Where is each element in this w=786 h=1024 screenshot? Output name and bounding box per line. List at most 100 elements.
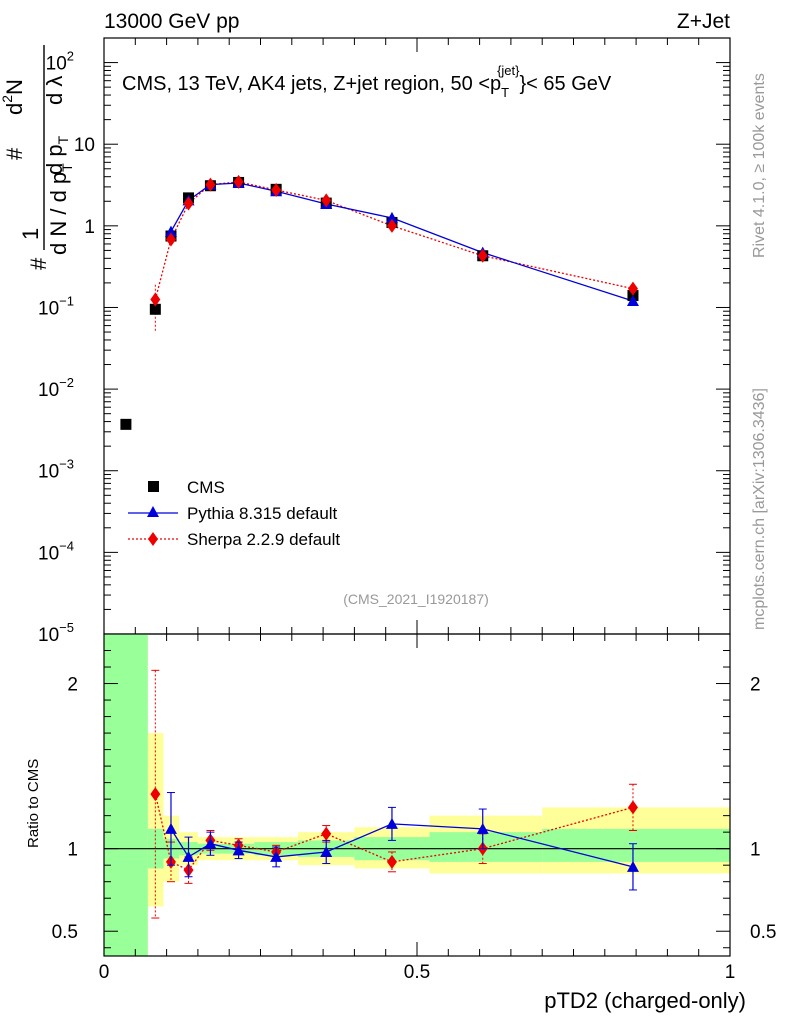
pythia-ratio-point [320,845,333,857]
sherpa-point [477,248,488,263]
sherpa-point [205,177,216,192]
ylabel-hash-1: # [26,257,51,270]
sherpa-point [321,193,332,208]
svg-text:d λ: d λ [42,76,67,105]
svg-text:#: # [26,257,51,270]
ylabel-t-sub-1: T [59,163,75,172]
chart-title-sub: T [501,85,509,100]
ratio-frame [103,633,731,957]
x-tick-label: 1 [725,962,736,983]
pythia-point [626,295,639,307]
pythia-ratio-point [476,822,489,834]
energy-label: 13000 GeV pp [104,10,239,33]
ylabel-t-sub-2: T [55,135,71,144]
rivet-label: Rivet 4.1.0, ≥ 100k events [751,73,768,258]
ratio-tick-label-right: 1 [750,840,761,861]
cms-point [149,303,161,315]
y-tick-label: 102 [46,49,74,75]
pythia-ratio-point [182,850,195,862]
ratio-panel: 0 0.5 1 0.5 0.5 1 1 2 2 [52,633,776,983]
svg-text:1: 1 [18,228,43,240]
ratio-tick-label-right: 2 [750,675,761,696]
ratio-tick-label-right: 0.5 [750,922,776,943]
pythia-point [164,225,177,237]
y-tick-exp: −3 [59,457,74,472]
ylabel-n: N [2,79,27,95]
x-axis-label: pTD2 (charged-only) [544,988,746,1013]
x-tick-label: 0.5 [404,962,430,983]
chart-title-tail: }< 65 GeV [520,73,612,95]
pythia-line [170,182,634,302]
legend: CMS Pythia 8.315 default Sherpa 2.2.9 de… [128,478,340,549]
pythia-ratio-point [270,850,283,862]
legend-cms-marker [148,481,159,492]
svg-text:d N / d pT: d N / d pT [46,163,75,255]
ylabel-d: d [2,103,27,115]
y-tick-base: 10 [38,298,59,319]
x-tick-label: 0 [99,962,110,983]
sherpa-point [150,292,161,307]
y-tick-label: 10−1 [38,293,74,319]
svg-text:d pT: d pT [42,135,71,175]
y-axis-label-ratio: Ratio to CMS [25,759,42,848]
ylabel-hash-2: # [2,147,27,160]
legend-sherpa-marker [148,532,158,546]
y-axis-label-main: # 1 d N / d pT # d pT d2N d λ [0,45,75,270]
sherpa-ratio-point [321,826,332,841]
ylabel-dn-dp: d N / d p [46,172,71,255]
y-tick-exp: −1 [59,293,74,308]
sherpa-point [271,182,282,197]
y-tick-base: 1 [84,217,95,238]
ylabel-dp: d p [42,144,67,175]
sherpa-ratio-point [627,800,638,815]
y-tick-label: 10−3 [38,457,74,483]
process-label: Z+Jet [677,10,730,33]
y-tick-label: 10 [74,135,95,156]
y-tick-label: 10−5 [38,620,74,646]
ratio-tick-label-left: 2 [67,675,78,696]
sherpa-point [233,174,244,189]
band-inner-bin [104,634,148,956]
cms-point [120,418,132,430]
y-tick-base: 10 [74,135,95,156]
y-tick-label: 10−4 [38,538,74,564]
legend-sherpa-label: Sherpa 2.2.9 default [187,530,340,549]
ylabel-two: 2 [0,95,15,103]
sherpa-point [627,281,638,296]
ylabel-dlambda: d λ [42,76,67,105]
y-tick-base: 10 [38,543,59,564]
y-tick-base: 10 [38,462,59,483]
y-tick-exp: −2 [59,375,74,390]
svg-text:#: # [2,147,27,160]
ratio-tick-label-left: 0.5 [52,922,78,943]
legend-pythia-marker [147,506,159,517]
sherpa-ratio-line [154,794,634,871]
pythia-ratio-point [626,860,639,872]
y-tick-base: 10 [46,54,67,75]
y-tick-base: 10 [38,380,59,401]
sherpa-ratio-point [150,787,161,802]
chart-title-sup: {jet} [497,63,520,78]
pythia-ratio-point [232,844,245,856]
sherpa-point [183,196,194,211]
sherpa-point [386,218,397,233]
sherpa-ratio-point [386,854,397,869]
y-tick-base: 10 [38,625,59,646]
y-tick-exp: −4 [59,538,74,553]
ylabel-one: 1 [18,228,43,240]
pythia-ratio-point [164,822,177,834]
y-tick-label: 1 [84,217,95,238]
y-tick-exp: 2 [67,49,74,64]
pythia-ratio-point [204,837,217,849]
sherpa-point [165,232,176,247]
ratio-tick-label-left: 1 [67,840,78,861]
y-tick-exp: −5 [59,620,74,635]
mcplots-label: mcplots.cern.ch [arXiv:1306.3436] [751,388,768,630]
analysis-watermark: (CMS_2021_I1920187) [343,591,489,607]
chart-title: CMS, 13 TeV, AK4 jets, Z+jet region, 50 … [122,63,612,100]
legend-cms-label: CMS [187,478,225,497]
band-inner-bin [542,828,730,862]
sherpa-line [154,181,634,300]
